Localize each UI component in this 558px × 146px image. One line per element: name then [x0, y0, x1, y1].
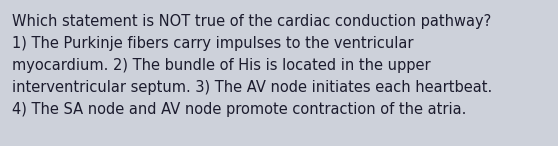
Text: 4) The SA node and AV node promote contraction of the atria.: 4) The SA node and AV node promote contr…	[12, 102, 466, 117]
Text: myocardium. 2) The bundle of His is located in the upper: myocardium. 2) The bundle of His is loca…	[12, 58, 431, 73]
Text: 1) The Purkinje fibers carry impulses to the ventricular: 1) The Purkinje fibers carry impulses to…	[12, 36, 413, 51]
Text: Which statement is NOT true of the cardiac conduction pathway?: Which statement is NOT true of the cardi…	[12, 14, 491, 29]
Text: interventricular septum. 3) The AV node initiates each heartbeat.: interventricular septum. 3) The AV node …	[12, 80, 492, 95]
